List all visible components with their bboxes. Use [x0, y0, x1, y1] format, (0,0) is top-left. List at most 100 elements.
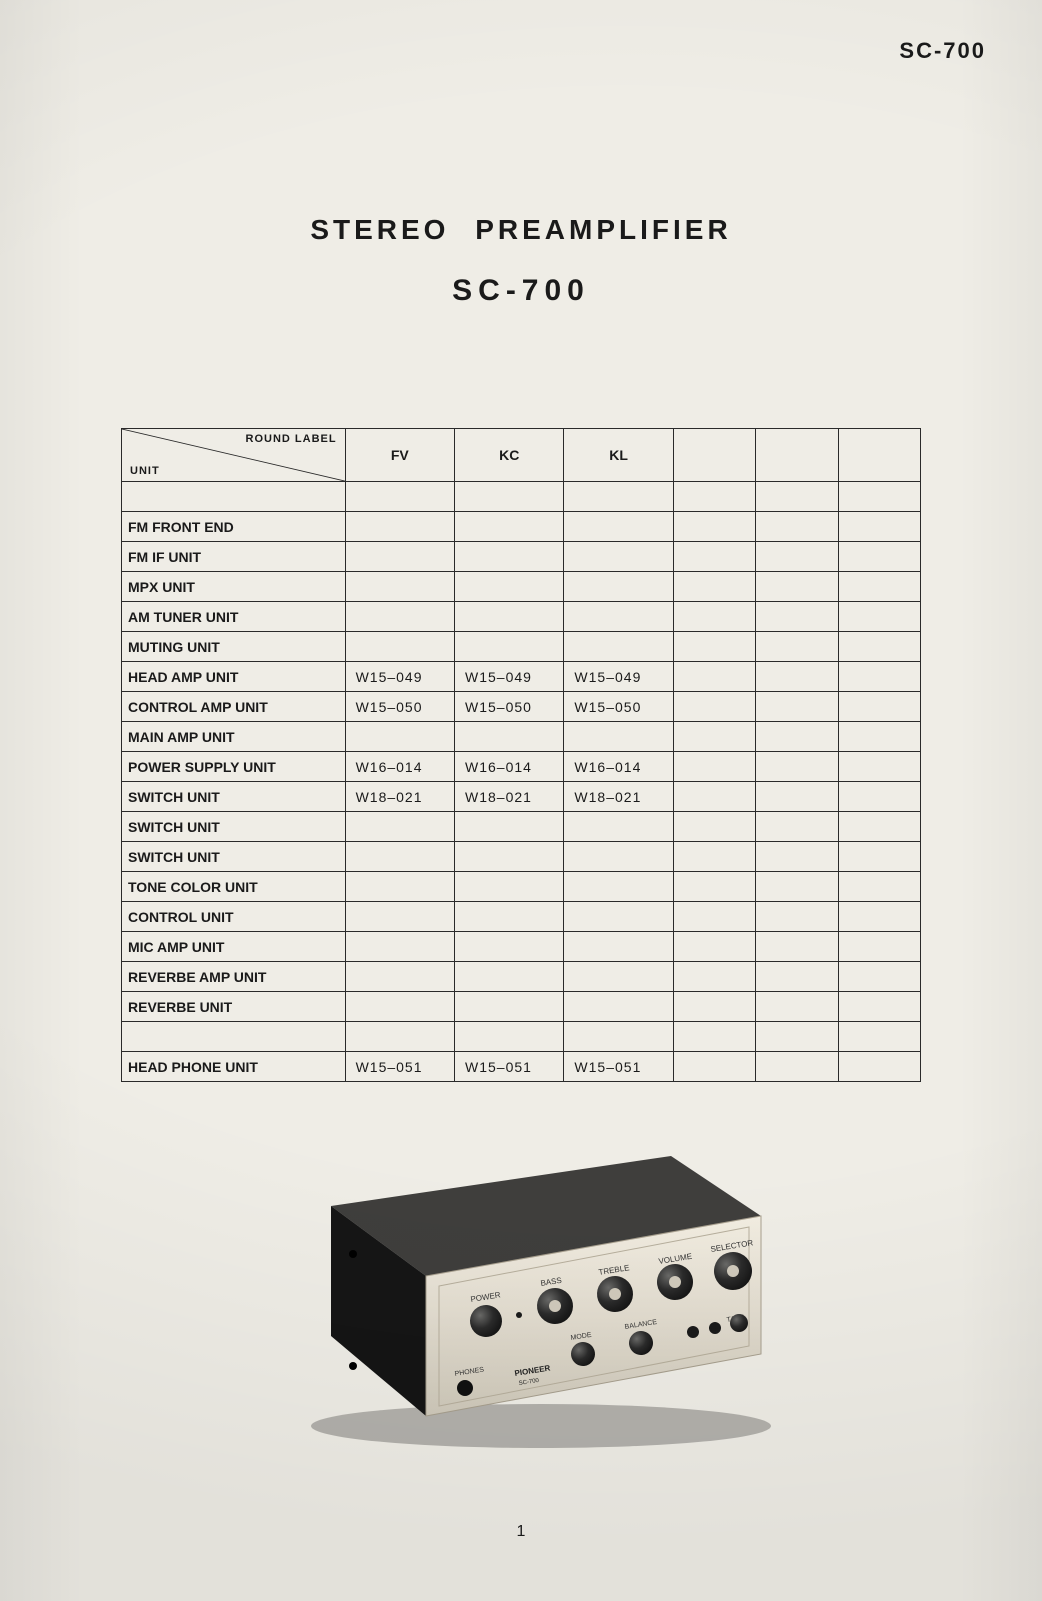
value-cell [673, 872, 755, 902]
value-cell [564, 962, 673, 992]
value-cell: W18–021 [345, 782, 454, 812]
value-cell [756, 722, 838, 752]
table-row: MIC AMP UNIT [122, 932, 921, 962]
value-cell [838, 1052, 920, 1082]
value-cell [673, 482, 755, 512]
unit-cell: AM TUNER UNIT [122, 602, 346, 632]
table-row: CONTROL AMP UNITW15–050W15–050W15–050 [122, 692, 921, 722]
unit-cell: TONE COLOR UNIT [122, 872, 346, 902]
table-row: REVERBE AMP UNIT [122, 962, 921, 992]
value-cell [564, 1022, 673, 1052]
value-cell [756, 1052, 838, 1082]
col-header [838, 429, 920, 482]
title-block: STEREO PREAMPLIFIER SC-700 [56, 214, 986, 308]
value-cell [756, 602, 838, 632]
corner-label-top: ROUND LABEL [246, 433, 337, 445]
table-row: FM FRONT END [122, 512, 921, 542]
table-corner-cell: ROUND LABEL UNIT [122, 429, 346, 482]
value-cell [756, 692, 838, 722]
unit-cell: CONTROL UNIT [122, 902, 346, 932]
table-row: REVERBE UNIT [122, 992, 921, 1022]
value-cell [756, 872, 838, 902]
table-header-row: ROUND LABEL UNIT FV KC KL [122, 429, 921, 482]
value-cell [756, 812, 838, 842]
unit-cell: MPX UNIT [122, 572, 346, 602]
value-cell [756, 542, 838, 572]
value-cell [455, 932, 564, 962]
corner-label-bottom: UNIT [130, 465, 160, 477]
value-cell: W15–051 [564, 1052, 673, 1082]
value-cell [564, 632, 673, 662]
value-cell [345, 722, 454, 752]
value-cell [455, 572, 564, 602]
table-row [122, 1022, 921, 1052]
value-cell: W15–049 [455, 662, 564, 692]
value-cell [455, 542, 564, 572]
title-line-2: SC-700 [56, 274, 986, 308]
corner-model-id: SC-700 [899, 38, 986, 64]
unit-cell: SWITCH UNIT [122, 782, 346, 812]
value-cell [345, 872, 454, 902]
value-cell [345, 932, 454, 962]
value-cell [838, 782, 920, 812]
unit-cell: FM IF UNIT [122, 542, 346, 572]
col-header [673, 429, 755, 482]
value-cell [673, 812, 755, 842]
value-cell [838, 692, 920, 722]
page-number: 1 [0, 1523, 1042, 1541]
value-cell [838, 992, 920, 1022]
table-row: POWER SUPPLY UNITW16–014W16–014W16–014 [122, 752, 921, 782]
value-cell [673, 512, 755, 542]
value-cell [673, 932, 755, 962]
table-body: FM FRONT ENDFM IF UNITMPX UNITAM TUNER U… [122, 482, 921, 1082]
value-cell [756, 782, 838, 812]
value-cell [345, 812, 454, 842]
value-cell [838, 812, 920, 842]
value-cell [673, 692, 755, 722]
col-header: FV [345, 429, 454, 482]
value-cell [564, 992, 673, 1022]
value-cell [673, 572, 755, 602]
value-cell [673, 722, 755, 752]
value-cell [673, 542, 755, 572]
value-cell [673, 962, 755, 992]
value-cell [455, 722, 564, 752]
table-row: SWITCH UNIT [122, 812, 921, 842]
value-cell [756, 572, 838, 602]
value-cell: W15–051 [455, 1052, 564, 1082]
table-row: MPX UNIT [122, 572, 921, 602]
value-cell [564, 812, 673, 842]
col-header: KC [455, 429, 564, 482]
product-illustration: POWER BASS TREBLE VOLUME SELECTOR MODE [241, 1126, 801, 1456]
value-cell: W15–050 [345, 692, 454, 722]
value-cell [564, 512, 673, 542]
value-cell [673, 602, 755, 632]
value-cell [455, 602, 564, 632]
value-cell [564, 572, 673, 602]
value-cell [673, 1052, 755, 1082]
value-cell [756, 662, 838, 692]
table-row: MUTING UNIT [122, 632, 921, 662]
value-cell [838, 632, 920, 662]
unit-table: ROUND LABEL UNIT FV KC KL FM FRONT ENDFM… [121, 428, 921, 1082]
value-cell [345, 482, 454, 512]
value-cell [564, 842, 673, 872]
unit-cell: HEAD PHONE UNIT [122, 1052, 346, 1082]
value-cell [673, 902, 755, 932]
value-cell [838, 752, 920, 782]
unit-cell [122, 482, 346, 512]
value-cell [756, 632, 838, 662]
unit-cell: SWITCH UNIT [122, 812, 346, 842]
value-cell [455, 842, 564, 872]
value-cell [838, 902, 920, 932]
unit-cell: REVERBE UNIT [122, 992, 346, 1022]
value-cell: W18–021 [564, 782, 673, 812]
value-cell [756, 842, 838, 872]
value-cell [756, 1022, 838, 1052]
value-cell [838, 512, 920, 542]
value-cell [345, 572, 454, 602]
value-cell [455, 482, 564, 512]
value-cell [345, 842, 454, 872]
value-cell [838, 542, 920, 572]
value-cell: W18–021 [455, 782, 564, 812]
